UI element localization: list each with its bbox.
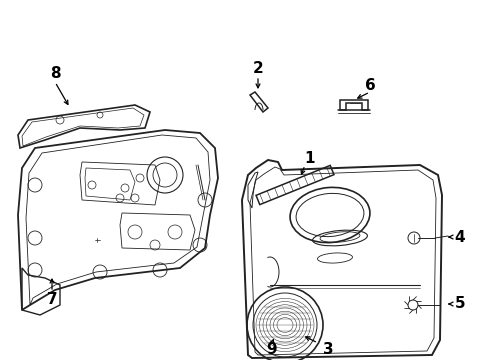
Text: 4: 4 [455,230,466,244]
Text: 6: 6 [365,77,375,93]
Text: 5: 5 [455,297,466,311]
Text: 2: 2 [253,60,264,76]
Text: 3: 3 [323,342,333,357]
Text: 7: 7 [47,292,57,307]
Text: 9: 9 [267,342,277,357]
Text: 8: 8 [49,66,60,81]
Text: 1: 1 [305,150,315,166]
